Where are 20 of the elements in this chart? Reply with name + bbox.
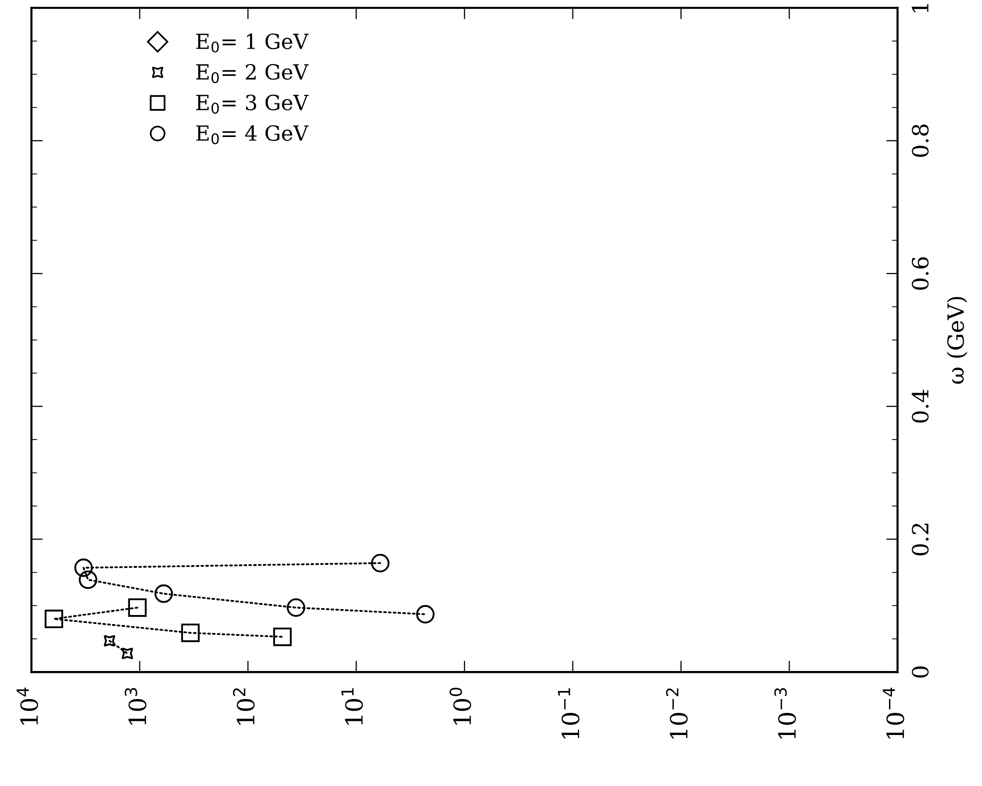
- x-tick-label: 10$^{−4}$: [882, 688, 904, 739]
- y-tick-label: 0.6: [912, 257, 929, 290]
- legend-label: E$_{0}$= 1 GeV: [196, 33, 309, 53]
- y-tick-label: 0: [912, 666, 929, 678]
- y-tick-label: 0.2: [912, 524, 929, 556]
- x-tick-label: 10$^{−1}$: [558, 688, 580, 739]
- legend-label: E$_{0}$= 4 GeV: [196, 125, 309, 144]
- x-tick-label: 10$^{−2}$: [666, 688, 688, 739]
- legend-label: E$_{0}$= 3 GeV: [196, 94, 309, 114]
- x-tick-label: 10$^{3}$: [124, 688, 146, 725]
- y-tick-label: 1: [912, 4, 928, 12]
- x-tick-label: 10$^{0}$: [450, 688, 472, 725]
- x-tick-label: 10$^{2}$: [232, 688, 255, 725]
- y-tick-label: 0.8: [912, 124, 929, 157]
- y-axis-title: ω (GeV): [946, 296, 968, 384]
- x-tick-label: 10$^{1}$: [341, 688, 363, 725]
- y-tick-label: 0.4: [912, 390, 929, 423]
- x-tick-label: 10$^{4}$: [16, 688, 38, 725]
- legend-label: E$_{0}$= 2 GeV: [196, 64, 309, 84]
- x-tick-label: 10$^{−3}$: [774, 688, 796, 739]
